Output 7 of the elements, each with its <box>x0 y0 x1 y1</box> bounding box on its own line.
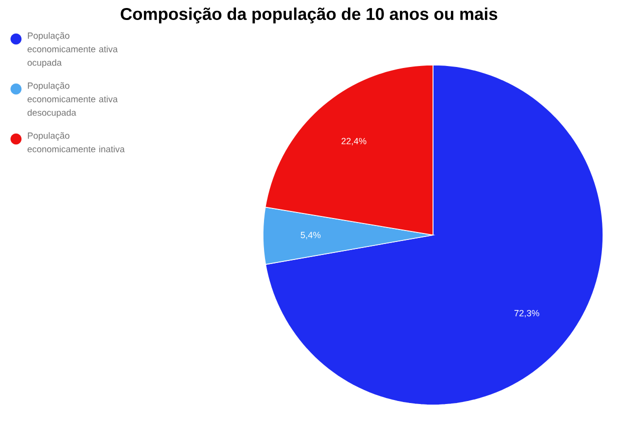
data-label: 5,4% <box>300 232 321 240</box>
data-label: 72,3% <box>514 310 540 318</box>
chart-title: Composição da população de 10 anos ou mais <box>120 8 498 24</box>
data-label: 22,4% <box>342 138 366 146</box>
legend-label: População economicamente inativa <box>28 132 125 152</box>
legend-label: População economicamente ativa ocupada <box>28 32 118 68</box>
legend-label: População economicamente ativa desocupada <box>28 82 118 118</box>
